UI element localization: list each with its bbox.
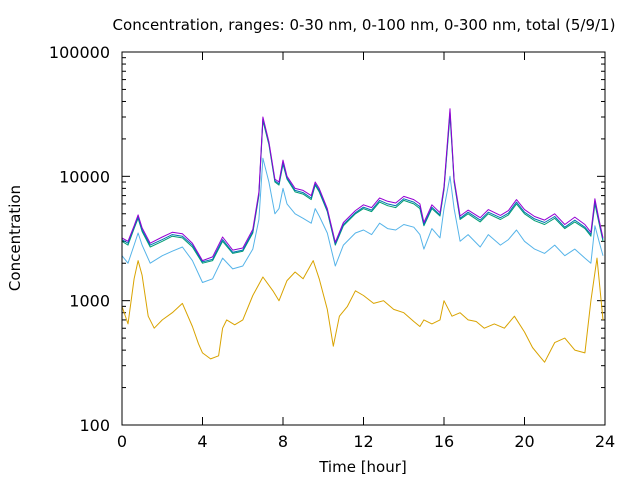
y-axis-ticks: 100 1000 10000 100000	[49, 43, 605, 435]
x-tick-label: 0	[117, 432, 127, 451]
series-line-3	[121, 114, 604, 264]
series-line-4	[121, 111, 604, 263]
series-layer	[121, 108, 604, 363]
y-tick-label: 10000	[59, 167, 110, 186]
series-line-5	[121, 108, 604, 262]
x-tick-label: 8	[278, 432, 288, 451]
x-tick-label: 24	[595, 432, 615, 451]
x-tick-label: 12	[353, 432, 373, 451]
series-line-2	[121, 157, 604, 283]
x-tick-label: 4	[197, 432, 207, 451]
plot-area	[121, 51, 606, 426]
y-axis-label: Concentration	[6, 185, 24, 291]
plot-frame	[121, 51, 606, 426]
series-line-1	[121, 257, 604, 363]
x-axis-label: Time [hour]	[318, 458, 407, 476]
y-tick-label: 100	[79, 416, 110, 435]
y-tick-label: 100000	[49, 43, 110, 62]
x-tick-label: 16	[434, 432, 454, 451]
chart-title: Concentration, ranges: 0-30 nm, 0-100 nm…	[113, 16, 616, 34]
y-tick-label: 1000	[69, 292, 110, 311]
x-tick-label: 20	[514, 432, 534, 451]
